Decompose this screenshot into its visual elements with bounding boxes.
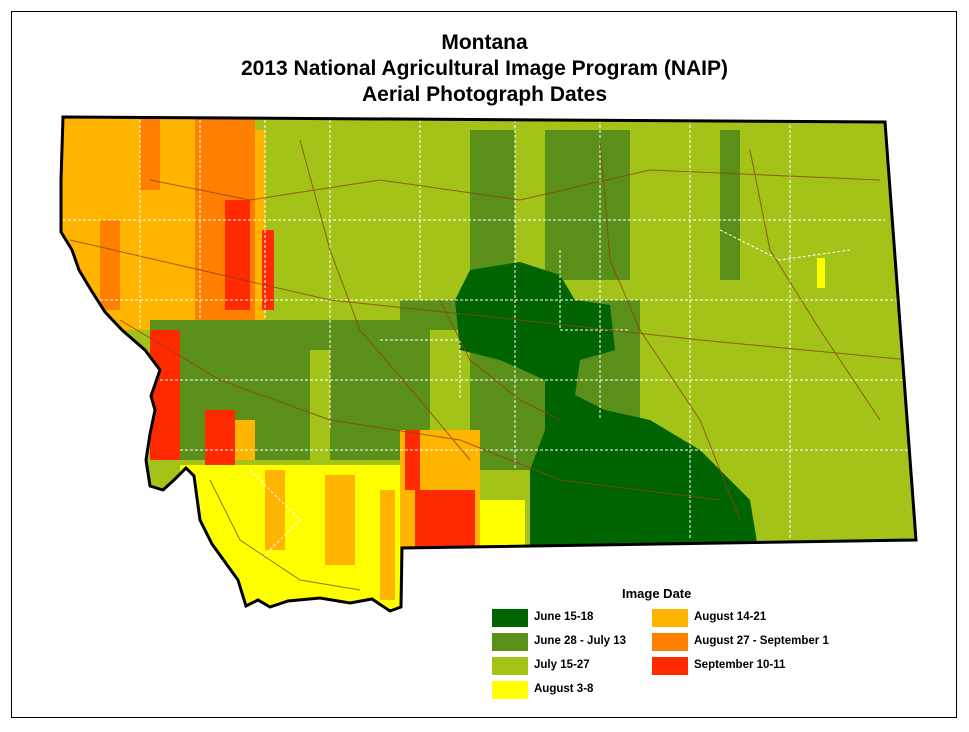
legend-swatch — [652, 633, 688, 651]
legend-label: August 3-8 — [534, 683, 594, 695]
legend-swatch — [492, 657, 528, 675]
legend-label: September 10-11 — [694, 659, 786, 671]
zone-june-15-18 — [455, 262, 760, 560]
roads — [69, 139, 911, 591]
zone-sep-10-11-west — [150, 330, 180, 460]
legend-swatch — [492, 681, 528, 699]
map-title-line-1: Montana — [441, 31, 528, 54]
montana-state-boundary — [59, 115, 918, 613]
legend-swatch — [652, 657, 688, 675]
legend-label: June 15-18 — [534, 611, 594, 623]
legend-title: Image Date — [622, 586, 692, 601]
zone-sep-10-11-nw — [225, 200, 250, 310]
map-title-line-3: Aerial Photograph Dates — [361, 83, 608, 106]
legend-label: June 28 - July 13 — [534, 635, 627, 647]
map-title-line-2: 2013 National Agricultural Image Program… — [240, 57, 728, 80]
zone-sep-10-11-south — [415, 490, 475, 560]
legend-label: August 27 - September 1 — [694, 635, 829, 647]
legend-label: August 14-21 — [694, 611, 767, 623]
legend-swatch — [492, 609, 528, 627]
zone-june28-july13-north — [470, 130, 630, 280]
legend-label: July 15-27 — [534, 659, 590, 671]
legend-swatch — [652, 609, 688, 627]
legend-swatch — [492, 633, 528, 651]
zone-june28-july13-west — [150, 320, 410, 460]
zone-august-14-21-nw — [61, 117, 200, 330]
